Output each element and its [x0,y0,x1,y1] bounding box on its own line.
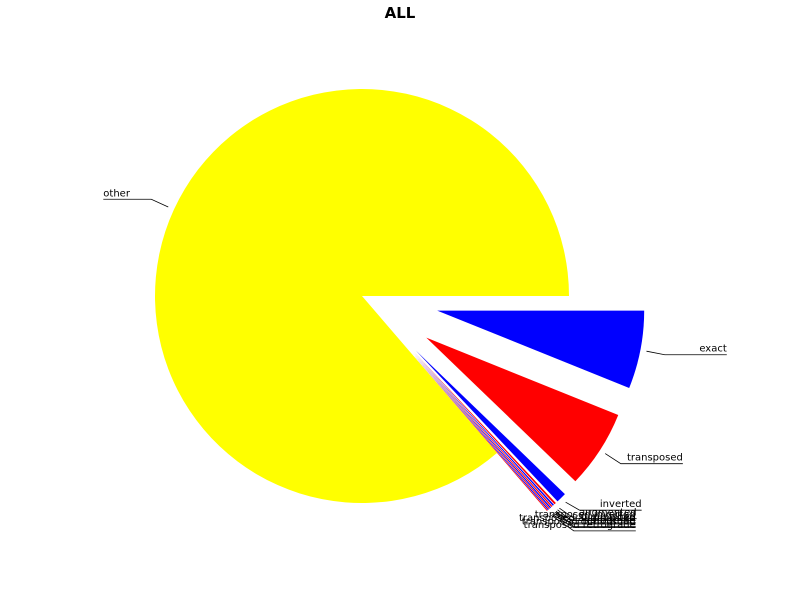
slice-label-augmented: augmented [579,508,636,519]
slice-label-other: other [103,188,131,199]
slice-label-transposed-augmented: transposed augmented [519,513,636,524]
pie-slice-diminished [413,352,554,506]
pie-slice-transposed-diminished [412,353,549,511]
leader-line-other [103,198,169,208]
leader-line-retrograde [555,510,636,528]
leader-line-transposed [604,453,683,465]
pie-slice-other [154,89,570,504]
pie-slice-retrograde [413,352,553,508]
leader-line-exact [646,350,727,356]
pie-slice-transposed-retrograde [412,353,548,511]
slice-label-transposed-inverted: transposed inverted [535,509,636,520]
leader-line-transposed-inverted [554,512,636,521]
slice-label-transposed-retrograde: transposed retrograde [524,520,636,531]
slice-label-diminished: diminished [581,512,636,523]
leader-line-transposed-retrograde [551,515,636,532]
slice-label-transposed-diminished: transposed diminished [522,516,636,527]
pie-slice-transposed [426,337,619,482]
leader-line-transposed-diminished [552,514,636,528]
slice-label-retrograde: retrograde [583,516,636,527]
leader-line-diminished [557,509,636,524]
leader-line-inverted [565,501,642,511]
pie-slice-transposed-augmented [412,353,550,510]
slice-label-inverted: inverted [600,499,642,510]
slice-label-transposed: transposed [627,453,683,464]
slice-label-exact: exact [699,344,727,355]
leader-line-augmented [559,507,637,520]
pie-slice-inverted [415,350,565,502]
pie-slice-exact [437,310,645,388]
chart-title: ALL [384,4,416,22]
pie-slice-transposed-inverted [412,353,552,509]
pie-slice-augmented [414,352,556,505]
leader-line-transposed-augmented [553,513,636,525]
